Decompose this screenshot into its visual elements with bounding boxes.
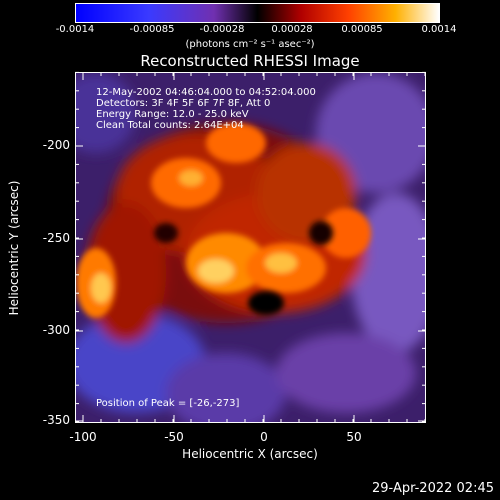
peak-position: Position of Peak = [-26,-273] [96, 398, 240, 409]
colorbar-tick-label: -0.00028 [199, 24, 245, 35]
rhessi-image: 12-May-2002 04:46:04.000 to 04:52:04.000… [75, 72, 426, 423]
y-tick-label: -250 [42, 231, 70, 245]
colorbar-tick-label: 0.00028 [271, 24, 313, 35]
colorbar-tick-label: 0.0014 [421, 24, 457, 35]
render-timestamp: 29-Apr-2022 02:45 [372, 481, 494, 496]
x-tick-label: -50 [164, 430, 184, 444]
y-tick-label: -350 [42, 413, 70, 427]
colorbar [75, 3, 440, 23]
colorbar-tick-label: -0.0014 [55, 24, 95, 35]
info-line-counts: Clean Total counts: 2.64E+04 [96, 120, 244, 131]
y-axis-label: Heliocentric Y (arcsec) [7, 180, 21, 316]
info-line-detectors: Detectors: 3F 4F 5F 6F 7F 8F, Att 0 [96, 98, 271, 109]
x-axis-label: Heliocentric X (arcsec) [182, 447, 318, 461]
observation-info: 12-May-2002 04:46:04.000 to 04:52:04.000… [96, 87, 316, 131]
y-tick-label: -200 [42, 138, 70, 152]
y-tick-label: -300 [42, 323, 70, 337]
colorbar-tick-label: 0.00085 [341, 24, 383, 35]
rhessi-image-raster [76, 73, 425, 422]
x-tick-label: 0 [260, 430, 268, 444]
x-tick-label: 50 [346, 430, 362, 444]
plot-title: Reconstructed RHESSI Image [140, 52, 360, 70]
x-tick-label: -100 [69, 430, 97, 444]
colorbar-tick-label: -0.00085 [129, 24, 175, 35]
info-line-energy: Energy Range: 12.0 - 25.0 keV [96, 109, 249, 120]
colorbar-unit-label: (photons cm⁻² s⁻¹ asec⁻²) [185, 39, 315, 50]
info-line-time: 12-May-2002 04:46:04.000 to 04:52:04.000 [96, 87, 316, 98]
